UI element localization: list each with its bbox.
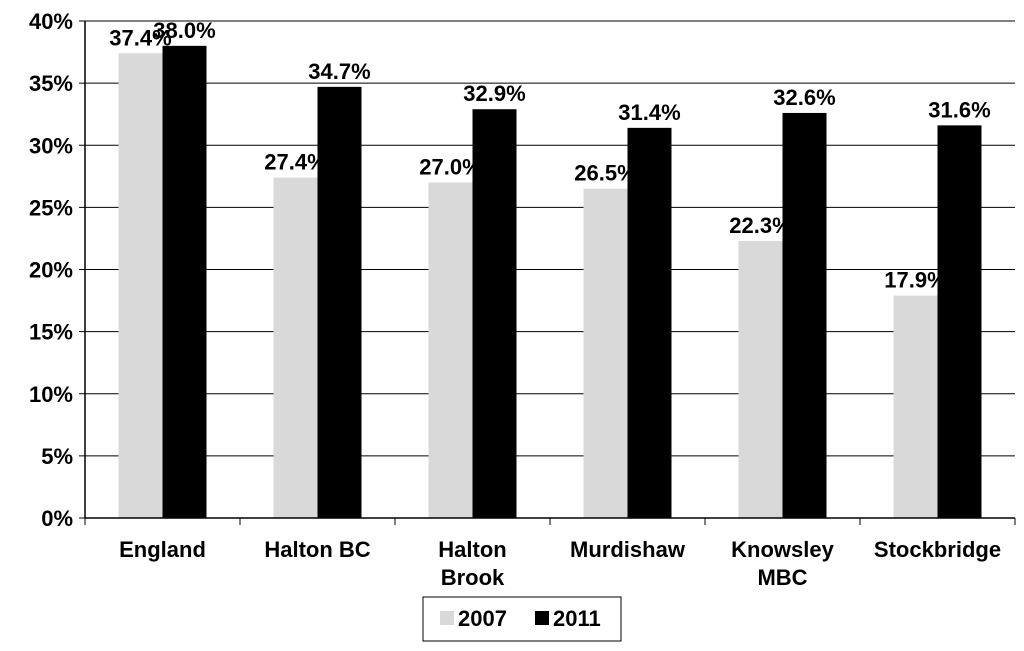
bar-2007-2 — [428, 182, 473, 518]
gridlines — [85, 20, 1015, 457]
data-label-2011-1: 34.7% — [308, 59, 370, 84]
y-tick-label: 5% — [41, 444, 73, 469]
bar-2011-0 — [162, 45, 207, 518]
y-tick-label: 15% — [29, 320, 73, 345]
x-tick-label: Knowsley MBC — [731, 537, 834, 590]
data-label-2011-2: 32.9% — [463, 81, 525, 106]
data-label-2007-5: 17.9% — [884, 268, 946, 293]
bar-2007-4 — [738, 240, 783, 519]
x-tick-label: Halton BC — [264, 537, 370, 562]
y-tick-label: 35% — [29, 71, 73, 96]
x-tick-label: Murdishaw — [570, 537, 686, 562]
legend-box — [422, 596, 622, 642]
y-tick-label: 10% — [29, 382, 73, 407]
legend-swatch-2011 — [535, 611, 549, 625]
bar-2011-3 — [627, 127, 672, 518]
legend-label-2011: 2011 — [553, 606, 601, 631]
y-tick-label: 30% — [29, 133, 73, 158]
bar-2011-1 — [317, 86, 362, 518]
axes — [79, 20, 1016, 525]
bar-2011-2 — [472, 109, 517, 518]
data-labels: 37.4%38.0% 27.4% 34.7% 27.0% 32.9% 26.5% 31.4%… — [109, 18, 990, 293]
data-label-2011-3: 31.4% — [618, 100, 680, 125]
y-axis-tick-labels: 0% 5% 10% 15% 20% 25% 30% 35% 40% — [29, 9, 73, 531]
x-tick-label: Stockbridge — [874, 537, 1001, 562]
legend: 2007 2011 — [422, 596, 622, 642]
y-tick-label: 25% — [29, 195, 73, 220]
y-tick-label: 0% — [41, 506, 73, 531]
data-label-2007-3: 26.5% — [574, 161, 636, 186]
data-label-2011-4: 32.6% — [773, 85, 835, 110]
data-label-2007-1: 27.4% — [264, 150, 326, 175]
data-label-2011-0: 38.0% — [153, 18, 215, 43]
data-label-2007-4: 22.3% — [729, 213, 791, 238]
bar-2007-0 — [118, 53, 163, 519]
bar-2011-4 — [782, 112, 827, 518]
bar-2007-5 — [893, 295, 938, 518]
legend-swatch-2007 — [440, 611, 454, 625]
legend-label-2007: 2007 — [458, 606, 507, 631]
x-tick-label: England — [119, 537, 206, 562]
bar-2007-1 — [273, 177, 318, 518]
data-label-2007-0: 37.4% — [109, 25, 171, 50]
bars — [118, 45, 982, 519]
x-axis-tick-labels: England Halton BC Halton Brook Murdishaw Know… — [119, 537, 1001, 590]
x-tick-label: Halton Brook — [438, 537, 506, 590]
data-label-2007-2: 27.0% — [419, 155, 481, 180]
data-label-2011-5: 31.6% — [928, 97, 990, 122]
y-tick-label: 20% — [29, 258, 73, 283]
bar-2011-5 — [937, 125, 982, 519]
bar-2007-3 — [583, 188, 628, 519]
y-tick-label: 40% — [29, 9, 73, 34]
